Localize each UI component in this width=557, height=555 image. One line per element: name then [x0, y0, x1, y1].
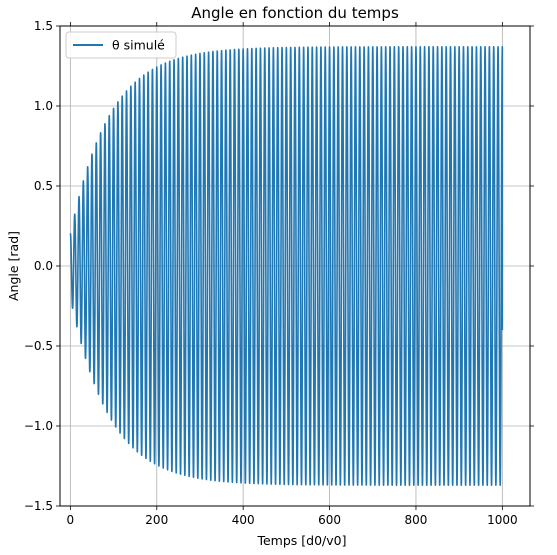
y-tick-label: 1.5 [34, 19, 53, 33]
legend-label: θ simulé [112, 38, 165, 53]
series-layer [69, 45, 504, 487]
legend-box [65, 31, 177, 59]
y-tick-label: −1.5 [24, 499, 53, 513]
y-tick-label: −1.0 [24, 419, 53, 433]
x-axis-label: Temps [d0/v0] [256, 533, 346, 548]
y-tick-label: 0.5 [34, 179, 53, 193]
x-tick-label: 0 [67, 513, 75, 527]
x-tick-label: 200 [145, 513, 168, 527]
chart-title: Angle en fonction du temps [191, 4, 399, 22]
x-tick-label: 1000 [487, 513, 518, 527]
tick-layer: 0 200 400 600 800 1000 −1.5 −1.0 −0.5 0.0 0.5 1.0 1.… [24, 19, 534, 527]
y-tick-label: −0.5 [24, 339, 53, 353]
x-tick-label: 800 [405, 513, 428, 527]
x-tick-label: 400 [232, 513, 255, 527]
legend: θ simulé [65, 31, 177, 59]
y-tick-label: 1.0 [34, 99, 53, 113]
y-axis-label: Angle [rad] [6, 231, 21, 301]
y-tick-label: 0.0 [34, 259, 53, 273]
plot-frame [59, 25, 531, 507]
series-line [69, 45, 504, 487]
x-tick-label: 600 [318, 513, 341, 527]
